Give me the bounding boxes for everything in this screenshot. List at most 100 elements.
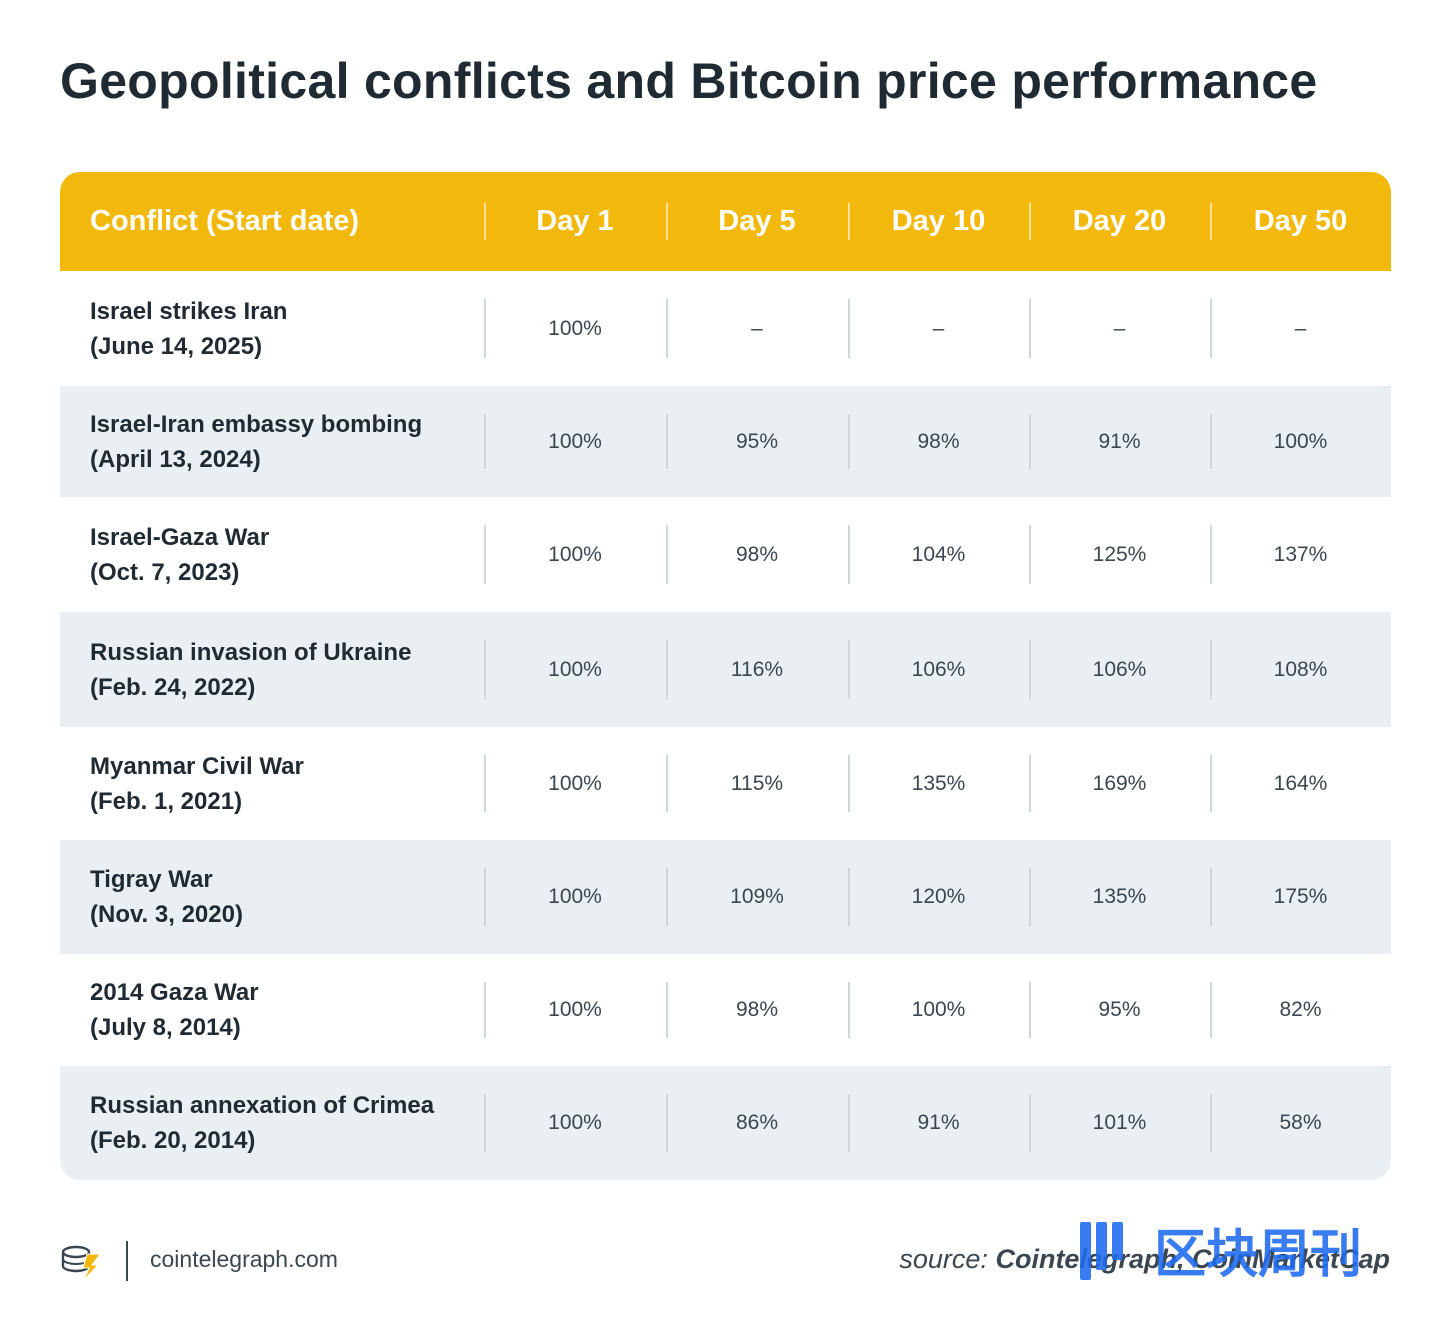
value-cell: 135% [1029, 840, 1210, 954]
value-cell: 100% [484, 954, 666, 1066]
conflict-date: (Oct. 7, 2023) [90, 558, 240, 586]
value-cell: 106% [848, 612, 1029, 727]
value-text: 106% [1092, 657, 1147, 681]
value-text: 120% [911, 885, 966, 908]
watermark-text: 区块周刊 [1154, 1225, 1362, 1285]
watermark: 区块周刊 [1080, 1222, 1362, 1285]
value-cell: 100% [484, 840, 666, 954]
footer-divider [126, 1241, 128, 1281]
value-text: 100% [548, 429, 602, 453]
conflict-name: 2014 Gaza War [90, 979, 259, 1006]
source-label: source: [899, 1244, 988, 1274]
conflict-name: Israel-Gaza War [90, 523, 270, 551]
value-text: 100% [548, 1111, 602, 1134]
table-row: Israel-Iran embassy bombing (April 13, 20… [60, 386, 1391, 497]
value-text: – [932, 316, 945, 340]
value-text: 100% [1273, 429, 1328, 453]
table-row: 2014 Gaza War (July 8, 2014) 100% 98% 100% 95… [60, 954, 1391, 1066]
table-header: Conflict (Start date) Day 1 Day 5 Day 10 Day… [60, 172, 1391, 271]
table-row: Israel strikes Iran (June 14, 2025) 100% – –… [60, 271, 1391, 386]
conflict-date: (June 14, 2025) [90, 332, 263, 360]
value-text: 137% [1273, 542, 1328, 566]
value-cell: 175% [1210, 840, 1391, 954]
value-cell: 100% [484, 612, 666, 727]
conflict-table: Conflict (Start date) Day 1 Day 5 Day 10 Day… [60, 172, 1391, 1180]
value-text: 91% [917, 1111, 960, 1134]
table-body: Israel strikes Iran (June 14, 2025) 100% – –… [60, 271, 1391, 1180]
conflict-cell: Russian annexation of Crimea (Feb. 20, 20… [60, 1066, 484, 1180]
conflict-cell: 2014 Gaza War (July 8, 2014) [60, 954, 484, 1066]
value-cell: 58% [1210, 1066, 1391, 1180]
conflict-date: (July 8, 2014) [90, 1014, 241, 1041]
conflict-cell: Russian invasion of Ukraine (Feb. 24, 202… [60, 612, 484, 727]
value-cell: 116% [666, 612, 848, 727]
value-text: 115% [730, 771, 784, 795]
conflict-cell: Israel strikes Iran (June 14, 2025) [60, 271, 484, 386]
value-text: 101% [1092, 1111, 1147, 1134]
conflict-name: Tigray War [90, 866, 213, 893]
value-cell: 95% [1029, 954, 1210, 1066]
value-cell: 91% [848, 1066, 1029, 1180]
conflict-date: (Nov. 3, 2020) [90, 901, 243, 928]
value-cell: – [1210, 271, 1391, 386]
table-row: Russian invasion of Ukraine (Feb. 24, 202… [60, 612, 1391, 727]
conflict-date: (Feb. 1, 2021) [90, 787, 243, 815]
value-cell: 86% [666, 1066, 848, 1180]
cointelegraph-logo-icon [61, 1245, 101, 1281]
source-line: source: Cointelegraph, CoinMarketCap [899, 1244, 1390, 1275]
value-cell: 106% [1029, 612, 1210, 727]
conflict-date: (Feb. 24, 2022) [90, 673, 256, 701]
value-text: 100% [548, 542, 602, 566]
conflict-name: Israel strikes Iran [90, 297, 288, 325]
watermark-logo-icon [1080, 1222, 1123, 1280]
value-text: 98% [735, 998, 779, 1021]
conflict-cell: Israel-Gaza War (Oct. 7, 2023) [60, 497, 484, 612]
value-cell: – [848, 271, 1029, 386]
value-text: 169% [1092, 771, 1147, 795]
value-cell: 98% [666, 497, 848, 612]
value-cell: 100% [484, 1066, 666, 1180]
value-cell: – [1029, 271, 1210, 386]
value-cell: 169% [1029, 727, 1210, 840]
page-title: Geopolitical conflicts and Bitcoin price… [60, 53, 1318, 109]
value-cell: 120% [848, 840, 1029, 954]
value-cell: 98% [848, 386, 1029, 497]
conflict-name: Myanmar Civil War [90, 752, 304, 780]
table-row: Israel-Gaza War (Oct. 7, 2023) 100% 98% 104%… [60, 497, 1391, 612]
value-text: 98% [917, 429, 960, 453]
value-text: 95% [1098, 998, 1141, 1021]
value-text: 116% [730, 657, 784, 681]
column-header-day: Day 1 [484, 172, 666, 271]
value-text: 109% [730, 885, 784, 908]
value-text: 98% [735, 542, 779, 566]
value-text: 100% [548, 885, 602, 908]
value-text: – [1294, 316, 1307, 340]
value-text: 106% [911, 657, 966, 681]
column-header-day: Day 5 [666, 172, 848, 271]
value-text: 91% [1098, 429, 1141, 453]
value-cell: 95% [666, 386, 848, 497]
column-header-conflict: Conflict (Start date) [90, 205, 360, 237]
value-cell: 100% [484, 727, 666, 840]
footer-site: cointelegraph.com [150, 1246, 338, 1272]
value-text: 100% [548, 657, 602, 681]
column-header-day: Day 20 [1029, 172, 1210, 271]
value-cell: 100% [484, 497, 666, 612]
value-cell: 164% [1210, 727, 1391, 840]
value-text: 100% [548, 771, 602, 795]
value-cell: 104% [848, 497, 1029, 612]
value-text: 108% [1273, 657, 1328, 681]
table-row: Tigray War (Nov. 3, 2020) 100% 109% 120% 135%… [60, 840, 1391, 954]
value-text: 135% [1092, 885, 1147, 908]
value-cell: 100% [484, 271, 666, 386]
source-value: Cointelegraph, CoinMarketCap [995, 1244, 1390, 1274]
value-cell: 100% [484, 386, 666, 497]
value-text: 95% [735, 429, 779, 453]
value-text: 100% [548, 316, 602, 340]
conflict-date: (Feb. 20, 2014) [90, 1127, 256, 1154]
table-row: Myanmar Civil War (Feb. 1, 2021) 100% 115% 1… [60, 727, 1391, 840]
value-text: 175% [1273, 885, 1328, 908]
value-text: 58% [1279, 1111, 1322, 1134]
column-header-day: Day 50 [1210, 172, 1391, 271]
conflict-name: Russian annexation of Crimea [90, 1092, 435, 1119]
